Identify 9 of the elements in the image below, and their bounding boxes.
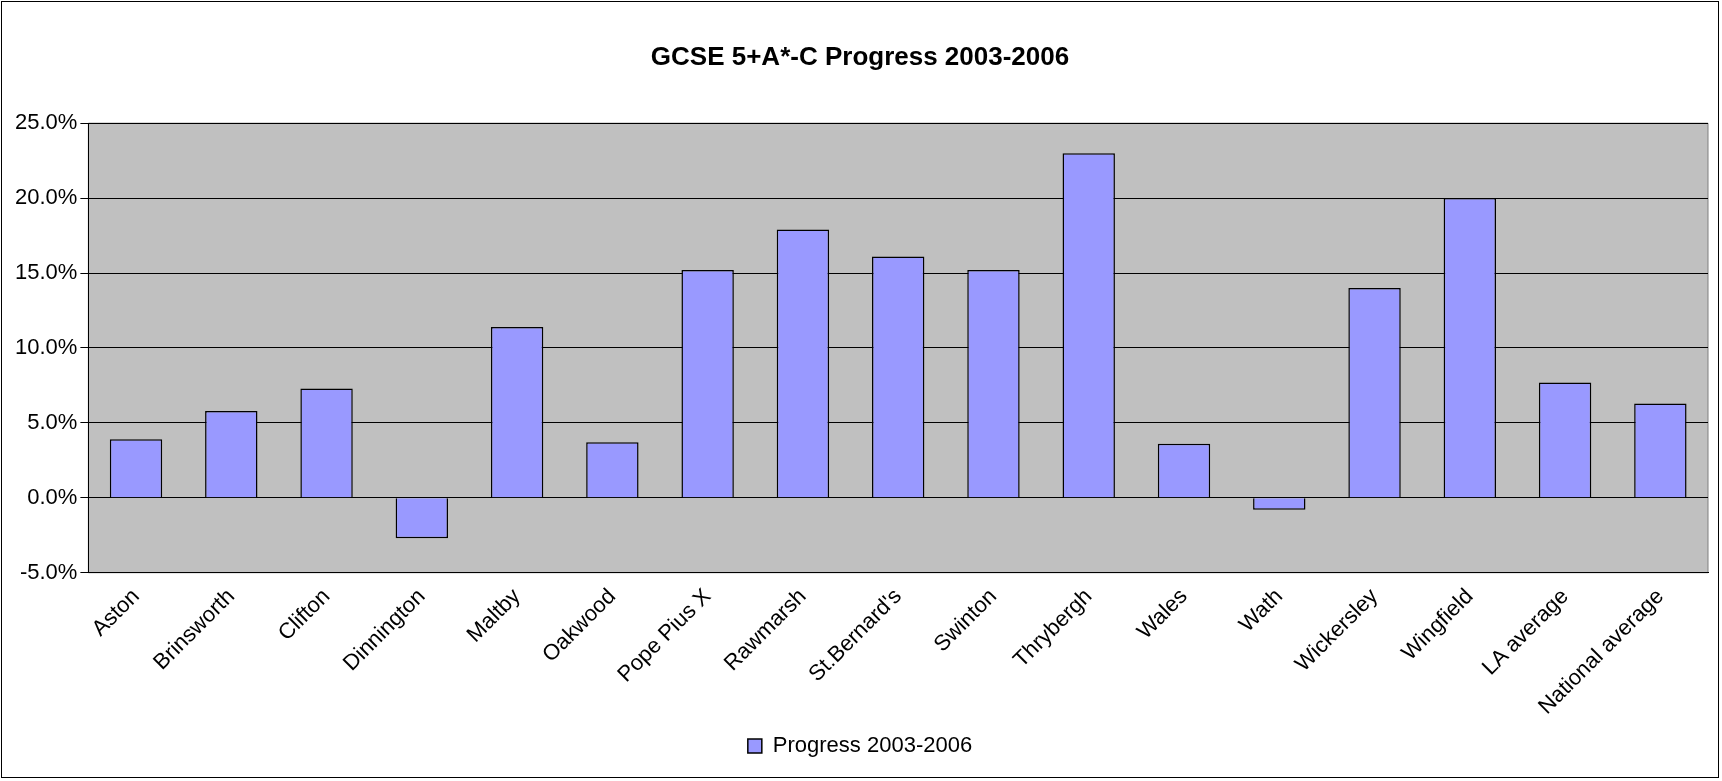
y-tick-label: 10.0% bbox=[14, 334, 78, 360]
y-tick-label: -5.0% bbox=[19, 558, 78, 584]
chart-title: GCSE 5+A*-C Progress 2003-2006 bbox=[650, 40, 1070, 71]
y-tick-label: 15.0% bbox=[14, 259, 78, 285]
y-tick-label: 5.0% bbox=[27, 408, 78, 434]
legend-label: Progress 2003-2006 bbox=[772, 732, 973, 758]
y-tick-label: 20.0% bbox=[14, 184, 78, 210]
y-tick-label: 0.0% bbox=[27, 483, 78, 509]
y-tick-label: 25.0% bbox=[14, 109, 78, 135]
